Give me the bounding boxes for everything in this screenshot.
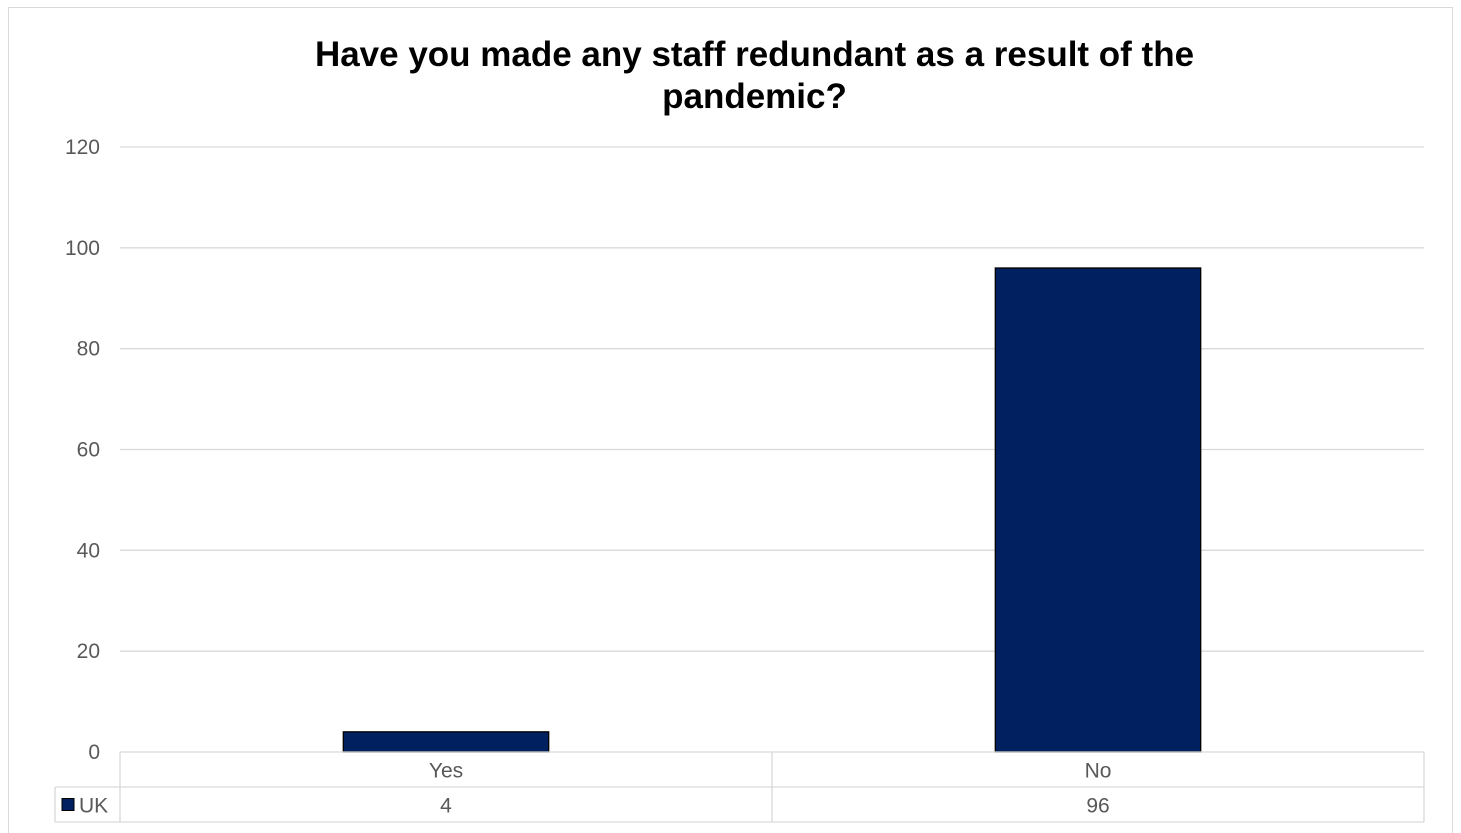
bar-no bbox=[994, 267, 1202, 753]
chart-title: Have you made any staff redundant as a r… bbox=[314, 35, 1195, 116]
x-tick-label: No bbox=[1085, 760, 1112, 783]
bar-yes bbox=[342, 731, 550, 753]
data-table-value: 4 bbox=[440, 795, 452, 818]
legend-swatch bbox=[61, 798, 75, 811]
y-tick-label: 20 bbox=[77, 640, 100, 663]
chart-title-container: Have you made any staff redundant as a r… bbox=[0, 34, 1461, 118]
x-tick-label: Yes bbox=[429, 760, 463, 783]
legend-label: UK bbox=[79, 795, 108, 818]
y-tick-label: 100 bbox=[65, 237, 100, 260]
y-tick-label: 0 bbox=[88, 741, 100, 764]
data-table-value: 96 bbox=[1086, 795, 1109, 818]
y-tick-label: 120 bbox=[65, 136, 100, 159]
y-tick-label: 80 bbox=[77, 338, 100, 361]
chart-frame bbox=[8, 7, 1453, 833]
y-tick-label: 40 bbox=[77, 539, 100, 562]
y-tick-label: 60 bbox=[77, 439, 100, 462]
